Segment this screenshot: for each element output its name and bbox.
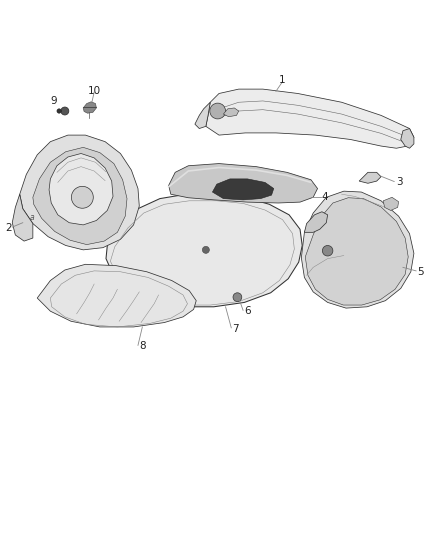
Text: 1: 1 [279, 75, 286, 85]
Circle shape [202, 246, 209, 253]
Polygon shape [401, 128, 414, 148]
Circle shape [210, 103, 226, 119]
Polygon shape [223, 108, 239, 117]
Polygon shape [301, 191, 414, 308]
Text: 8: 8 [139, 341, 146, 351]
Text: 4: 4 [322, 192, 328, 203]
Polygon shape [305, 198, 408, 305]
Polygon shape [212, 179, 274, 200]
Polygon shape [33, 147, 127, 245]
Polygon shape [195, 102, 210, 128]
Text: 10: 10 [88, 86, 101, 96]
Text: a: a [29, 213, 34, 222]
Polygon shape [12, 194, 33, 241]
Text: 3: 3 [396, 176, 403, 187]
Polygon shape [20, 135, 139, 250]
Circle shape [322, 246, 333, 256]
Polygon shape [206, 89, 414, 148]
Polygon shape [383, 197, 399, 211]
Polygon shape [169, 164, 318, 203]
Polygon shape [83, 102, 96, 113]
Text: 6: 6 [244, 306, 251, 316]
Polygon shape [359, 172, 381, 183]
Polygon shape [37, 264, 196, 327]
Polygon shape [106, 194, 302, 307]
Text: 9: 9 [50, 96, 57, 106]
Text: 5: 5 [417, 266, 424, 277]
Polygon shape [304, 212, 328, 232]
Circle shape [57, 109, 61, 113]
Circle shape [71, 187, 93, 208]
Text: 7: 7 [232, 324, 239, 334]
Polygon shape [49, 154, 113, 225]
Text: 2: 2 [6, 223, 12, 233]
Circle shape [233, 293, 242, 302]
Circle shape [61, 107, 69, 115]
